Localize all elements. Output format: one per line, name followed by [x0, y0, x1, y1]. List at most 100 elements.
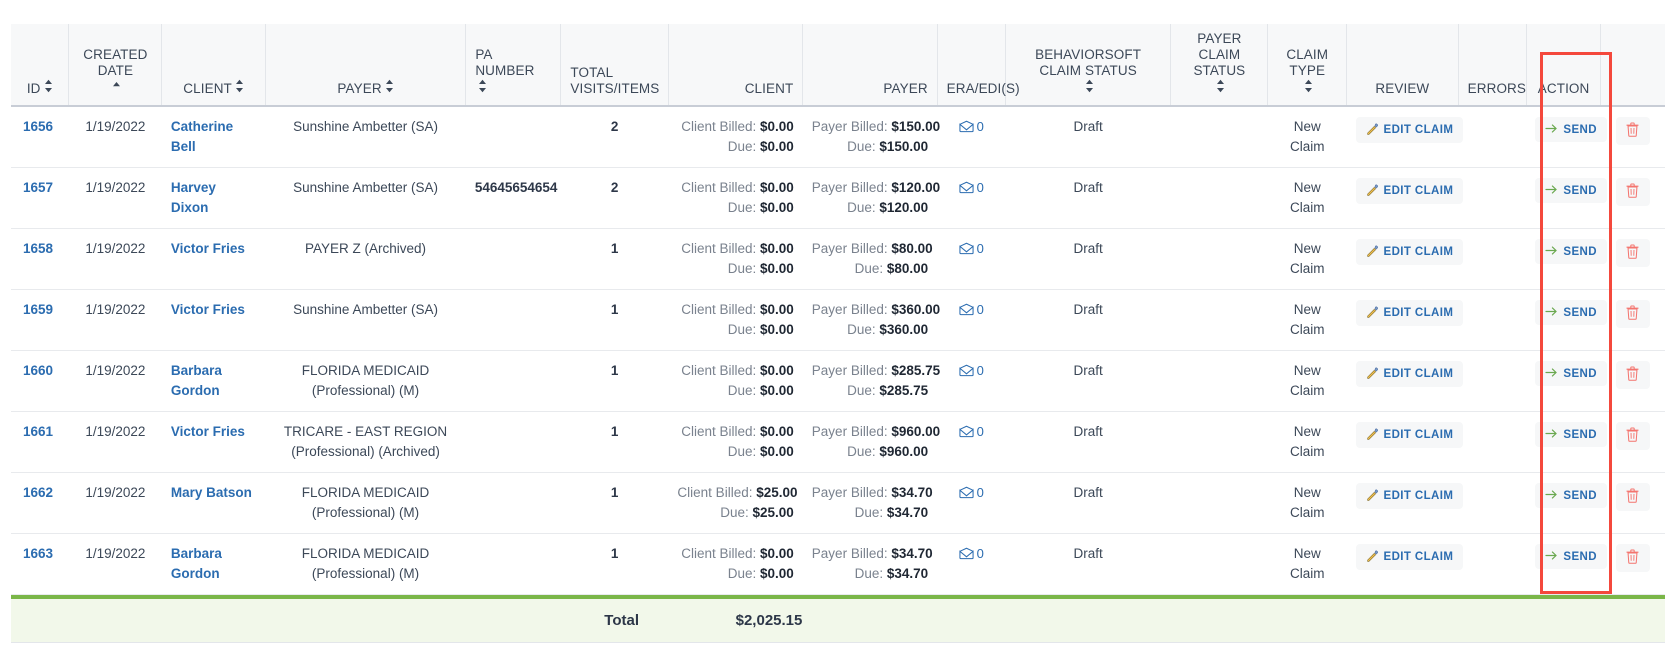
cell-era-edi[interactable]: 0 [937, 411, 1006, 473]
cell-client-amount: Client Billed: $25.00 Due: $25.00 [668, 472, 803, 534]
era-edi-count[interactable]: 0 [959, 178, 984, 198]
era-edi-count[interactable]: 0 [959, 422, 984, 442]
edit-claim-button[interactable]: EDIT CLAIM [1355, 361, 1464, 387]
send-claim-button[interactable]: SEND [1535, 178, 1607, 203]
cell-era-edi[interactable]: 0 [937, 167, 1006, 229]
cell-claim-id[interactable]: 1659 [11, 289, 69, 351]
era-edi-count[interactable]: 0 [959, 361, 984, 381]
cell-claim-type: New Claim [1267, 228, 1347, 290]
cell-review: EDIT CLAIM [1346, 472, 1464, 534]
table-row: 1660 1/19/2022 Barbara Gordon FLORIDA MEDIC… [11, 350, 1665, 412]
col-header-pa-number-label: PA NUMBER [475, 47, 535, 78]
col-header-created-date[interactable]: CREATED DATE [68, 24, 163, 107]
col-header-client[interactable]: CLIENT [161, 24, 266, 107]
cell-claim-id[interactable]: 1657 [11, 167, 69, 229]
sort-both-icon[interactable] [235, 79, 244, 93]
arrow-right-icon [1545, 184, 1558, 197]
era-edi-count[interactable]: 0 [959, 483, 984, 503]
cell-action: SEND [1526, 167, 1607, 229]
edit-claim-button[interactable]: EDIT CLAIM [1355, 544, 1464, 570]
delete-claim-button[interactable] [1615, 544, 1650, 572]
arrow-right-icon [1545, 428, 1558, 441]
sort-both-icon[interactable] [1304, 79, 1313, 93]
cell-claim-id[interactable]: 1662 [11, 472, 69, 534]
send-claim-button-label: SEND [1563, 367, 1597, 380]
col-header-behaviorsoft-claim-status[interactable]: BEHAVIORSOFT CLAIM STATUS [1005, 24, 1172, 107]
cell-review: EDIT CLAIM [1346, 289, 1464, 351]
col-header-payer-claim-status[interactable]: PAYER CLAIM STATUS [1170, 24, 1269, 107]
cell-claim-id[interactable]: 1658 [11, 228, 69, 290]
edit-claim-button[interactable]: EDIT CLAIM [1355, 117, 1464, 143]
col-header-claim-type[interactable]: CLAIM TYPE [1267, 24, 1348, 107]
col-header-payer[interactable]: PAYER [265, 24, 467, 107]
cell-era-edi[interactable]: 0 [937, 350, 1006, 412]
cell-payer-name: FLORIDA MEDICAID (Professional) (M) [265, 350, 466, 412]
delete-claim-button[interactable] [1615, 422, 1650, 450]
table-row: 1659 1/19/2022 Victor Fries Sunshine Ambett… [11, 289, 1665, 351]
cell-era-edi[interactable]: 0 [937, 289, 1006, 351]
cell-delete [1600, 167, 1665, 229]
send-claim-button[interactable]: SEND [1535, 361, 1607, 386]
send-claim-button[interactable]: SEND [1535, 300, 1607, 325]
cell-client-name[interactable]: Harvey Dixon [161, 167, 266, 229]
edit-claim-button[interactable]: EDIT CLAIM [1355, 239, 1464, 265]
cell-client-name[interactable]: Catherine Bell [161, 106, 266, 168]
col-header-client-label: CLIENT [183, 81, 232, 96]
send-claim-button[interactable]: SEND [1535, 544, 1607, 569]
cell-behaviorsoft-claim-status: Draft [1005, 350, 1171, 412]
delete-claim-button[interactable] [1615, 117, 1650, 145]
col-header-review: REVIEW [1346, 24, 1459, 107]
era-edi-count-value: 0 [976, 180, 984, 195]
cell-delete [1600, 228, 1665, 290]
col-header-id[interactable]: ID [11, 24, 70, 107]
cell-era-edi[interactable]: 0 [937, 533, 1006, 595]
cell-era-edi[interactable]: 0 [937, 106, 1006, 168]
cell-client-name[interactable]: Mary Batson [161, 472, 266, 534]
cell-claim-id[interactable]: 1661 [11, 411, 69, 473]
sort-both-icon[interactable] [1216, 79, 1225, 93]
era-edi-count[interactable]: 0 [959, 300, 984, 320]
col-header-behaviorsoft-claim-status-label: BEHAVIORSOFT CLAIM STATUS [1035, 47, 1142, 78]
sort-both-icon[interactable] [44, 79, 53, 93]
cell-claim-type: New Claim [1267, 411, 1347, 473]
cell-behaviorsoft-claim-status: Draft [1005, 167, 1171, 229]
cell-claim-id[interactable]: 1656 [11, 106, 69, 168]
send-claim-button[interactable]: SEND [1535, 239, 1607, 264]
cell-era-edi[interactable]: 0 [937, 228, 1006, 290]
cell-client-name[interactable]: Barbara Gordon [161, 533, 266, 595]
send-claim-button[interactable]: SEND [1535, 483, 1607, 508]
cell-payer-amount: Payer Billed: $360.00 Due: $360.00 [802, 289, 940, 351]
send-claim-button[interactable]: SEND [1535, 117, 1607, 142]
edit-claim-button[interactable]: EDIT CLAIM [1355, 300, 1464, 326]
cell-claim-id[interactable]: 1663 [11, 533, 69, 595]
cell-claim-id[interactable]: 1660 [11, 350, 69, 412]
era-edi-count[interactable]: 0 [959, 544, 984, 564]
cell-client-name[interactable]: Victor Fries [161, 411, 266, 473]
send-claim-button[interactable]: SEND [1535, 422, 1607, 447]
sort-asc-icon[interactable] [112, 79, 121, 93]
cell-client-name[interactable]: Victor Fries [161, 228, 266, 290]
era-edi-count[interactable]: 0 [959, 239, 984, 259]
delete-claim-button[interactable] [1615, 178, 1650, 206]
cell-action: SEND [1526, 228, 1607, 290]
delete-claim-button[interactable] [1615, 361, 1650, 389]
delete-claim-button[interactable] [1615, 483, 1650, 511]
era-edi-count[interactable]: 0 [959, 117, 984, 137]
delete-claim-button[interactable] [1615, 300, 1650, 328]
cell-client-name[interactable]: Victor Fries [161, 289, 266, 351]
arrow-right-icon [1545, 367, 1558, 380]
sort-both-icon[interactable] [1085, 79, 1094, 93]
delete-claim-button[interactable] [1615, 239, 1650, 267]
cell-client-name[interactable]: Barbara Gordon [161, 350, 266, 412]
col-header-era-edi: ERA/EDI(S) [937, 24, 1020, 107]
col-header-pa-number[interactable]: PA NUMBER [465, 24, 562, 107]
cell-client-amount: Client Billed: $0.00 Due: $0.00 [668, 350, 803, 412]
cell-delete [1600, 472, 1665, 534]
edit-claim-button[interactable]: EDIT CLAIM [1355, 422, 1464, 448]
edit-claim-button[interactable]: EDIT CLAIM [1355, 483, 1464, 509]
cell-era-edi[interactable]: 0 [937, 472, 1006, 534]
sort-both-icon[interactable] [385, 79, 394, 93]
edit-claim-button[interactable]: EDIT CLAIM [1355, 178, 1464, 204]
sort-both-icon[interactable] [478, 79, 487, 93]
cell-review: EDIT CLAIM [1346, 533, 1464, 595]
